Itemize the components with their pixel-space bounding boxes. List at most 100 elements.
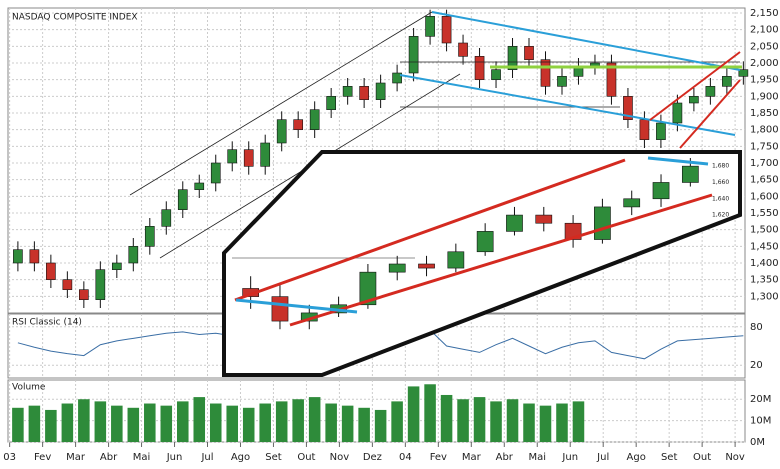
channel-line bbox=[234, 158, 626, 302]
inset-lines bbox=[232, 156, 713, 327]
y-tick-label: 1,650 bbox=[750, 175, 779, 186]
y-tick-label: 10M bbox=[750, 416, 771, 427]
volume-bar bbox=[94, 401, 107, 442]
volume-bar bbox=[275, 401, 288, 442]
volume-bar bbox=[490, 401, 502, 442]
candle-body bbox=[144, 226, 155, 247]
volume-bar bbox=[424, 384, 436, 442]
x-tick-label: Abr bbox=[496, 452, 514, 463]
y-tick-label: 0M bbox=[750, 437, 765, 448]
candle-body bbox=[441, 16, 452, 44]
y-tick-label: 1,350 bbox=[750, 275, 779, 286]
volume-bar bbox=[374, 409, 387, 442]
candle-body bbox=[375, 82, 386, 100]
candle-body bbox=[623, 198, 641, 208]
candle-body bbox=[342, 86, 353, 97]
x-tick-label: Nov bbox=[330, 452, 350, 463]
volume-bar bbox=[506, 399, 519, 442]
candle-body bbox=[46, 262, 56, 280]
panel-title: RSI Classic (14) bbox=[12, 318, 82, 328]
volume-bar bbox=[407, 386, 420, 442]
candle-body bbox=[210, 162, 221, 184]
candle-body bbox=[326, 96, 336, 110]
candle-body bbox=[392, 72, 402, 84]
candle-body bbox=[672, 102, 683, 124]
x-tick-label: Jul bbox=[596, 452, 609, 463]
x-tick-label: 04 bbox=[399, 452, 412, 463]
candle-body bbox=[722, 76, 732, 87]
x-tick-label: Mai bbox=[133, 452, 151, 463]
x-tick-label: Mai bbox=[528, 452, 546, 463]
channel-line bbox=[431, 11, 741, 71]
candle-body bbox=[447, 251, 465, 269]
x-tick-label: Out bbox=[297, 452, 315, 463]
volume-bar bbox=[226, 405, 239, 442]
volume-bar bbox=[523, 403, 535, 442]
y-tick-label: 1,640 bbox=[712, 195, 729, 202]
candle-body bbox=[540, 59, 551, 87]
channel-line bbox=[647, 156, 709, 166]
candle-body bbox=[388, 263, 406, 273]
candle-body bbox=[95, 269, 106, 300]
volume-bar bbox=[391, 401, 403, 442]
volume-bar bbox=[440, 394, 453, 442]
x-tick-label: Jun bbox=[166, 452, 183, 463]
candle-body bbox=[111, 262, 122, 270]
candle-body bbox=[689, 96, 699, 104]
candle-body bbox=[535, 214, 553, 224]
candle-body bbox=[276, 119, 287, 144]
candle-body bbox=[652, 182, 670, 200]
channel-line bbox=[649, 51, 741, 121]
y-tick-label: 2,000 bbox=[750, 58, 779, 69]
channel-line bbox=[235, 298, 358, 314]
labels: NASDAQ COMPOSITE INDEX RSI Classic (14) … bbox=[12, 13, 138, 393]
candle-body bbox=[425, 16, 435, 37]
candle-body bbox=[79, 289, 89, 300]
y-tick-label: 1,700 bbox=[750, 158, 779, 169]
candle-body bbox=[29, 249, 40, 264]
candle-body bbox=[177, 189, 188, 210]
x-tick-label: Set bbox=[661, 452, 678, 463]
y-tick-label: 1,660 bbox=[712, 179, 729, 186]
inset-frame bbox=[222, 150, 742, 377]
candle-body bbox=[656, 122, 666, 140]
y-tick-label: 2,150 bbox=[750, 8, 779, 19]
volume-bar bbox=[292, 399, 304, 442]
volume-bar bbox=[78, 399, 90, 442]
y-tick-label: 1,900 bbox=[750, 91, 779, 102]
channel-line bbox=[679, 79, 741, 149]
y-tick-label: 20M bbox=[750, 394, 771, 405]
volume-bar bbox=[308, 397, 321, 442]
volume-bar bbox=[539, 405, 552, 442]
volume-bar bbox=[325, 403, 337, 442]
x-tick-label: Ago bbox=[231, 452, 250, 463]
candle-body bbox=[359, 271, 377, 306]
y-tick-label: 1,800 bbox=[750, 125, 779, 136]
candle-body bbox=[408, 36, 419, 74]
x-tick-label: Fev bbox=[430, 452, 447, 463]
volume-bar bbox=[572, 401, 585, 442]
candle-body bbox=[474, 56, 485, 80]
channel-line bbox=[399, 74, 736, 136]
candle-body bbox=[507, 46, 518, 70]
candle-body bbox=[309, 109, 320, 130]
candle-body bbox=[606, 62, 617, 97]
volume-bar bbox=[144, 403, 156, 442]
y-tick-label: 1,300 bbox=[750, 291, 779, 302]
volume-bar bbox=[193, 397, 206, 442]
channel-line bbox=[289, 193, 713, 327]
x-tick-label: Mar bbox=[462, 452, 482, 463]
volume-bar bbox=[111, 405, 123, 442]
volume-bar bbox=[176, 401, 189, 442]
y-tick-label: 2,050 bbox=[750, 41, 779, 52]
x-tick-label: Jul bbox=[200, 452, 213, 463]
candle-body bbox=[738, 69, 749, 77]
y-tick-label: 80 bbox=[750, 322, 763, 333]
x-tick-label: Nov bbox=[725, 452, 745, 463]
candle-body bbox=[557, 76, 567, 87]
x-tick-label: Out bbox=[693, 452, 711, 463]
volume-bar bbox=[473, 397, 486, 442]
volume-bar bbox=[12, 407, 24, 442]
candle-body bbox=[506, 214, 523, 232]
